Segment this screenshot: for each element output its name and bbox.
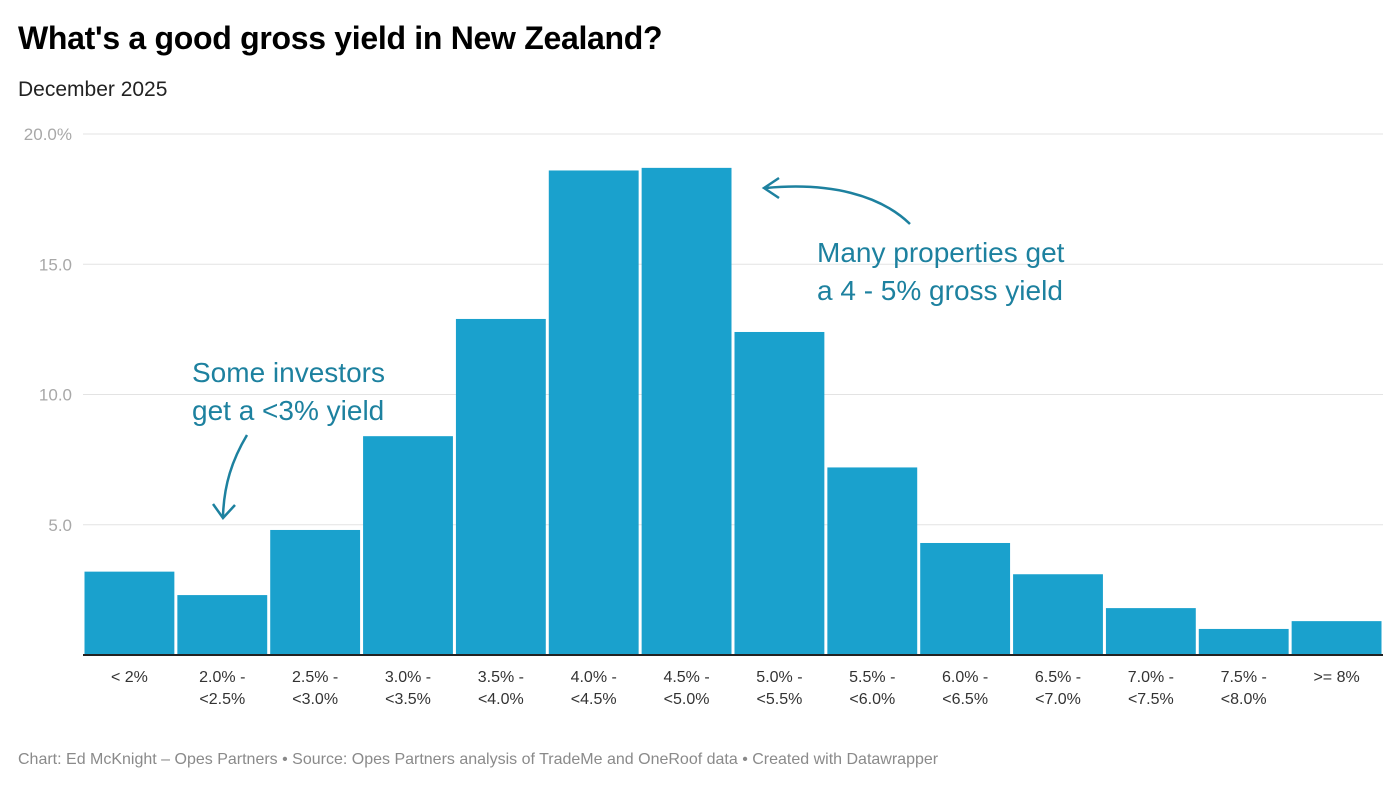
x-tick-label: 3.5% - xyxy=(478,669,524,686)
x-tick-label: <7.5% xyxy=(1128,691,1174,708)
x-tick-label: 6.5% - xyxy=(1035,669,1081,686)
x-tick-label: 6.0% - xyxy=(942,669,988,686)
x-tick-label: <3.0% xyxy=(292,691,338,708)
y-tick-label: 10.0 xyxy=(39,386,72,405)
annotation-arrow xyxy=(765,185,911,225)
x-tick-label: 7.5% - xyxy=(1221,669,1267,686)
x-tick-label: <7.0% xyxy=(1035,691,1081,708)
bar xyxy=(920,542,1011,655)
chart-subtitle: December 2025 xyxy=(18,78,168,101)
bar xyxy=(1198,628,1289,655)
x-tick-label: 5.5% - xyxy=(849,669,895,686)
annotation-text: a 4 - 5% gross yield xyxy=(817,275,1063,306)
bar xyxy=(270,529,361,655)
bar xyxy=(1013,574,1103,655)
y-tick-label: 15.0 xyxy=(39,255,72,274)
y-tick-label: 5.0 xyxy=(48,516,72,535)
bar xyxy=(84,571,175,655)
x-tick-label: >= 8% xyxy=(1313,669,1359,686)
x-tick-label: 2.5% - xyxy=(292,669,338,686)
x-tick-label: <2.5% xyxy=(199,691,245,708)
chart-title: What's a good gross yield in New Zealand… xyxy=(18,20,663,56)
bar xyxy=(177,595,268,655)
bar xyxy=(1105,608,1196,655)
annotation-text: Many properties get xyxy=(817,237,1065,268)
arrowhead-icon xyxy=(211,503,236,520)
x-tick-label: 4.0% - xyxy=(571,669,617,686)
annotation-text: Some investors xyxy=(192,357,385,388)
x-tick-label: 7.0% - xyxy=(1128,669,1174,686)
x-tick-label: <6.5% xyxy=(942,691,988,708)
annotation-arrow xyxy=(221,434,249,517)
x-tick-label: <4.5% xyxy=(571,691,617,708)
bar xyxy=(734,331,825,655)
x-tick-label: <5.0% xyxy=(664,691,710,708)
x-tick-label: < 2% xyxy=(111,669,148,686)
bar xyxy=(455,318,546,655)
x-tick-label: 5.0% - xyxy=(756,669,802,686)
bar xyxy=(1291,621,1382,655)
x-tick-label: 3.0% - xyxy=(385,669,431,686)
x-tick-label: <8.0% xyxy=(1221,691,1267,708)
chart-footer: Chart: Ed McKnight – Opes Partners • Sou… xyxy=(18,751,939,768)
bar xyxy=(827,467,918,655)
x-tick-label: 4.5% - xyxy=(663,669,709,686)
x-tick-label: 2.0% - xyxy=(199,669,245,686)
x-tick-label: <5.5% xyxy=(757,691,803,708)
x-tick-label: <4.0% xyxy=(478,691,524,708)
y-tick-label: 20.0% xyxy=(24,125,72,144)
bar xyxy=(548,170,639,655)
arrowhead-icon xyxy=(761,176,780,200)
x-tick-label: <6.0% xyxy=(849,691,895,708)
bar xyxy=(641,167,732,656)
bar xyxy=(363,436,453,655)
annotation-text: get a <3% yield xyxy=(192,395,384,426)
x-tick-label: <3.5% xyxy=(385,691,431,708)
